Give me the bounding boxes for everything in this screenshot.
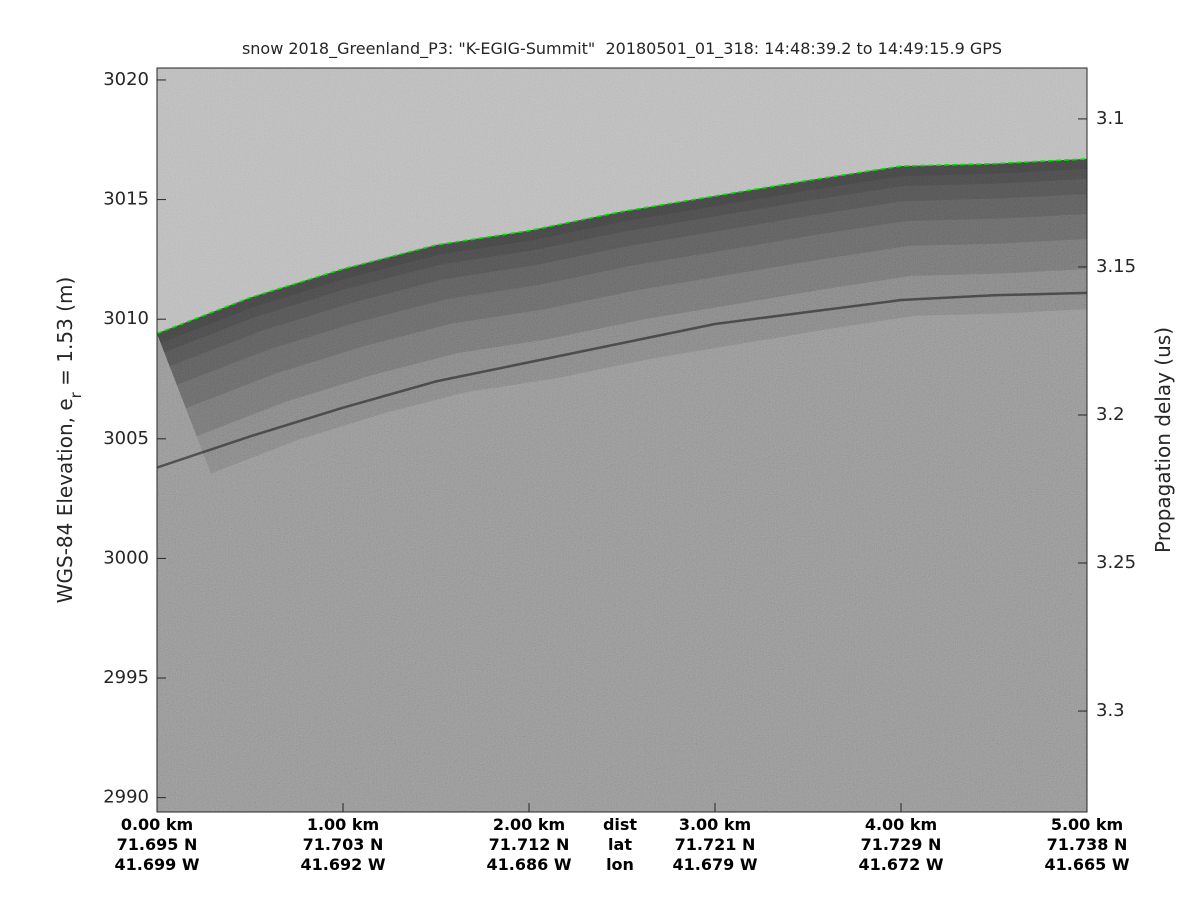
row-label: lon: [606, 855, 634, 874]
y-axis-label-main: WGS-84 Elevation, e: [53, 398, 77, 603]
plot-area: [157, 68, 1087, 812]
lat-label: 71.695 N: [117, 835, 198, 854]
y2-tick-label: 3.3: [1096, 700, 1125, 721]
lon-label: 41.679 W: [673, 855, 758, 874]
x-tick-label: 3.00 km: [679, 815, 751, 834]
lon-label: 41.665 W: [1045, 855, 1130, 874]
y2-tick-label: 3.25: [1096, 552, 1136, 573]
y-tick-label: 3010: [103, 308, 149, 329]
y2-axis-label: Propagation delay (us): [1151, 327, 1175, 553]
axes-frame: [156, 67, 1088, 813]
y-tick-label: 3000: [103, 547, 149, 568]
y2-tick-label: 3.1: [1096, 108, 1125, 129]
row-label: lat: [608, 835, 632, 854]
lat-label: 71.738 N: [1047, 835, 1128, 854]
y-axis-label-rest: = 1.53 (m): [53, 277, 77, 392]
lat-label: 71.721 N: [675, 835, 756, 854]
y-tick-label: 2995: [103, 667, 149, 688]
speckle: [157, 68, 1087, 812]
lon-label: 41.692 W: [301, 855, 386, 874]
y-tick-label: 3005: [103, 428, 149, 449]
x-tick-label: 1.00 km: [307, 815, 379, 834]
y-axis-label-sub: r: [67, 391, 85, 398]
y-tick-label: 3015: [103, 189, 149, 210]
row-label: dist: [603, 815, 637, 834]
lat-label: 71.712 N: [489, 835, 570, 854]
axes: 2990 2995 3000 3005 3010 3015 3020 3.1 3.15 3.2 3.…: [103, 69, 1136, 874]
y-axis-label: WGS-84 Elevation, er = 1.53 (m): [53, 277, 85, 604]
lon-label: 41.672 W: [859, 855, 944, 874]
lat-label: 71.729 N: [861, 835, 942, 854]
lon-label: 41.686 W: [487, 855, 572, 874]
y-tick-label: 2990: [103, 787, 149, 808]
x-tick-label: 2.00 km: [493, 815, 565, 834]
x-tick-label: 5.00 km: [1051, 815, 1123, 834]
y2-tick-label: 3.2: [1096, 404, 1125, 425]
chart-title: snow 2018_Greenland_P3: "K-EGIG-Summit" …: [242, 39, 1002, 59]
x-tick-label: 0.00 km: [121, 815, 193, 834]
y-tick-label: 3020: [103, 69, 149, 90]
lat-label: 71.703 N: [303, 835, 384, 854]
lon-label: 41.699 W: [115, 855, 200, 874]
x-tick-label: 4.00 km: [865, 815, 937, 834]
y2-tick-label: 3.15: [1096, 256, 1136, 277]
